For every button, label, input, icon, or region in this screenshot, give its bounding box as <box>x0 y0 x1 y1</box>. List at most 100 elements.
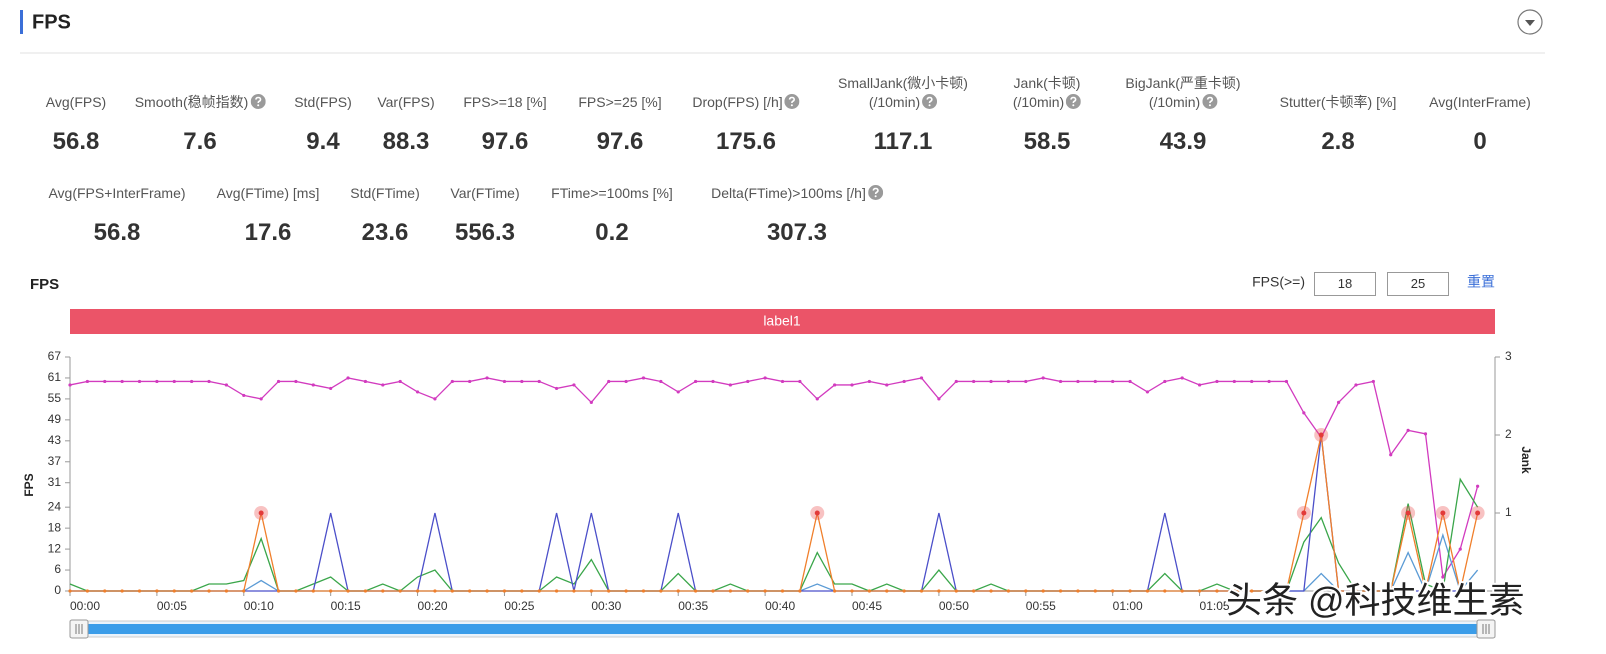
data-point <box>1111 589 1115 593</box>
x-tick-label: 00:00 <box>70 599 100 613</box>
data-point <box>641 376 646 380</box>
data-point <box>520 589 524 593</box>
metric-label-line: FPS>=18 [%] <box>463 93 546 112</box>
reset-link[interactable]: 重置 <box>1467 274 1495 290</box>
metric-label: Jank(卡顿) (/10min) <box>1013 74 1082 112</box>
data-point <box>728 589 732 593</box>
data-point <box>207 379 211 384</box>
metric-value: 175.6 <box>715 128 777 155</box>
data-point <box>1128 379 1132 384</box>
zoom-slider[interactable] <box>69 619 1496 639</box>
data-point <box>902 589 906 593</box>
data-point <box>1284 379 1289 384</box>
data-point <box>589 400 593 405</box>
data-point <box>1006 379 1011 384</box>
data-point <box>172 589 176 593</box>
data-point <box>190 379 194 384</box>
metric: Var(FTime) 556.3 <box>450 165 519 247</box>
data-point <box>381 589 385 593</box>
data-point <box>242 589 246 593</box>
fps-threshold-input[interactable]: 18 <box>1314 272 1376 296</box>
data-point <box>1389 453 1393 457</box>
metric-label: Std(FTime) <box>350 165 419 203</box>
metric-label-line: Var(FTime) <box>450 184 519 203</box>
data-point <box>780 589 785 593</box>
data-point <box>1354 589 1358 593</box>
metric: Smooth(稳帧指数) 7.6 <box>135 74 266 156</box>
data-point <box>711 379 715 384</box>
metric-label: Avg(FTime) [ms] <box>217 165 320 203</box>
data-point <box>711 589 715 593</box>
metric-label-text: Avg(InterFrame) <box>1429 94 1531 110</box>
help-icon[interactable] <box>250 94 266 109</box>
data-point <box>311 383 315 387</box>
metric-value: 43.9 <box>1159 128 1207 155</box>
data-point <box>1128 589 1132 593</box>
metric-label-line: Var(FPS) <box>377 93 434 112</box>
data-point <box>815 397 819 401</box>
data-point <box>676 390 680 394</box>
data-point <box>885 383 889 387</box>
data-point <box>763 589 767 593</box>
help-icon[interactable] <box>784 94 800 109</box>
data-point <box>485 589 489 593</box>
series-line <box>70 434 1479 592</box>
help-icon[interactable] <box>867 185 883 200</box>
metric: Stutter(卡顿率) [%] 2.8 <box>1280 74 1397 156</box>
y2-axis-title: Jank <box>1519 446 1533 474</box>
data-point <box>1476 484 1480 488</box>
help-icon[interactable] <box>922 94 938 109</box>
data-point <box>1215 589 1219 593</box>
metric-label: Avg(FPS+InterFrame) <box>48 165 185 203</box>
data-point <box>1423 589 1428 593</box>
data-point <box>433 589 437 593</box>
title-accent <box>20 10 23 34</box>
data-point <box>1041 589 1045 593</box>
data-point <box>120 589 124 593</box>
data-point <box>833 589 837 593</box>
x-tick-label: 01:00 <box>1113 599 1143 613</box>
metric-label: Var(FTime) <box>450 165 519 203</box>
help-icon[interactable] <box>1202 94 1218 109</box>
metric-label-text: Smooth(稳帧指数) <box>134 94 249 110</box>
data-point <box>728 383 732 387</box>
data-point <box>1163 379 1167 384</box>
metric-value: 17.6 <box>244 219 292 246</box>
metric-value: 97.6 <box>481 128 529 155</box>
data-point <box>954 379 958 384</box>
data-point <box>242 393 246 398</box>
y-tick-label: 6 <box>54 562 61 576</box>
data-point <box>1336 589 1341 593</box>
data-point <box>676 589 680 593</box>
x-tick-label: 00:15 <box>331 599 361 613</box>
metric-label-line: Jank(卡顿) <box>1013 74 1081 93</box>
metric: Jank(卡顿) (/10min) 58.5 <box>1013 74 1082 156</box>
metric-label-text: Avg(FTime) [ms] <box>216 185 320 201</box>
data-point <box>415 589 420 593</box>
collapse-button[interactable] <box>1517 9 1543 35</box>
metric-label-text: Drop(FPS) [/h] <box>692 94 783 110</box>
data-point <box>1111 379 1115 384</box>
data-point <box>85 379 89 384</box>
metric-label-line: Avg(FTime) [ms] <box>217 184 320 203</box>
data-point <box>989 379 993 384</box>
data-point <box>1197 383 1202 387</box>
x-tick-label: 00:30 <box>591 599 621 613</box>
data-point <box>120 379 124 384</box>
metric-label-line: Std(FTime) <box>350 184 419 203</box>
help-icon[interactable] <box>1066 94 1082 109</box>
data-point <box>537 379 541 384</box>
metric-value: 88.3 <box>382 128 430 155</box>
series-line <box>70 434 1478 592</box>
data-point <box>814 510 820 516</box>
data-point <box>763 376 767 380</box>
data-point <box>259 397 263 401</box>
fps-threshold-input[interactable]: 25 <box>1387 272 1449 296</box>
data-point <box>1024 589 1028 593</box>
x-tick-label: 00:35 <box>678 599 708 613</box>
data-point <box>468 379 472 384</box>
data-point <box>381 383 385 387</box>
y2-tick-label: 3 <box>1505 349 1512 363</box>
metric: Std(FTime) 23.6 <box>350 165 419 247</box>
data-point <box>450 589 454 593</box>
